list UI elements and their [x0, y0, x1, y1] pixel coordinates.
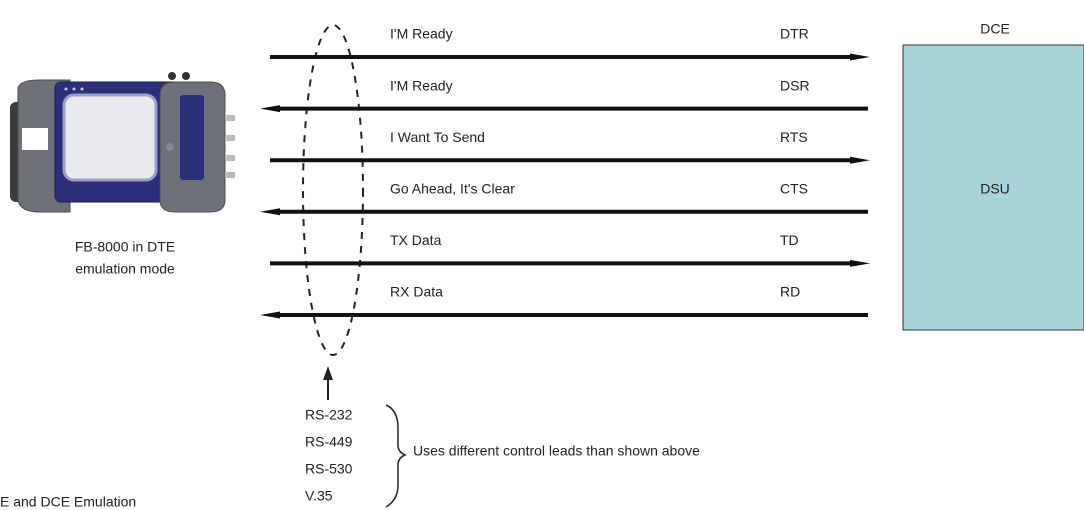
arrow-head	[260, 311, 280, 319]
interface-label: RS-530	[305, 461, 353, 477]
signal-code: RTS	[780, 129, 808, 145]
signal-code: DTR	[780, 26, 809, 42]
signal-label: I Want To Send	[390, 129, 485, 145]
arrow-head	[323, 366, 333, 380]
signal-code: RD	[780, 284, 800, 300]
signal-label: Go Ahead, It's Clear	[390, 181, 515, 197]
arrow-head	[850, 53, 870, 61]
arrow-head	[260, 105, 280, 113]
interface-label: RS-449	[305, 434, 353, 450]
signal-label: I'M Ready	[390, 77, 453, 93]
device-illustration	[10, 72, 235, 213]
device-caption: FB-8000 in DTE	[75, 239, 175, 255]
dce-title: DCE	[980, 21, 1010, 37]
interface-ellipse	[302, 24, 364, 356]
dsu-box	[902, 44, 1084, 331]
interface-label: RS-232	[305, 407, 353, 423]
signal-code: DSR	[780, 77, 810, 93]
dsu-label: DSU	[980, 181, 1010, 197]
arrow-head	[850, 259, 870, 267]
signal-code: CTS	[780, 181, 808, 197]
signal-code: TD	[780, 232, 799, 248]
footer: E and DCE Emulation	[0, 494, 136, 510]
device-caption: emulation mode	[75, 261, 175, 277]
signal-label: TX Data	[390, 232, 442, 248]
arrow-head	[850, 156, 870, 164]
interfaces-note: Uses different control leads than shown …	[413, 443, 700, 459]
arrow-head	[260, 208, 280, 216]
brace	[385, 404, 407, 508]
signal-label: RX Data	[390, 284, 443, 300]
interface-label: V.35	[305, 488, 333, 504]
signal-label: I'M Ready	[390, 26, 453, 42]
